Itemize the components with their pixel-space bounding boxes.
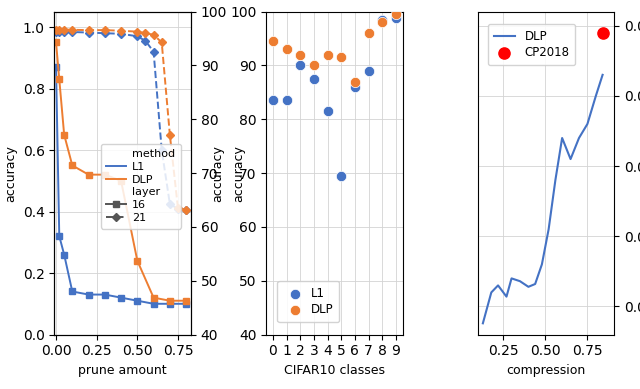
Legend: method, L1, DLP, layer, 16, 21: method, L1, DLP, layer, 16, 21 (101, 144, 180, 228)
DLP (323, 52, 333, 58)
L1 (336, 173, 346, 179)
X-axis label: prune amount: prune amount (78, 364, 167, 377)
DLP (525, 284, 532, 289)
L1 (295, 62, 305, 68)
DLP (336, 54, 346, 61)
DLP (494, 283, 502, 288)
Y-axis label: accuracy: accuracy (4, 145, 17, 202)
L1 (377, 17, 387, 23)
DLP (516, 279, 524, 284)
L1 (282, 97, 292, 103)
DLP (508, 276, 515, 281)
DLP (268, 38, 278, 44)
DLP (282, 46, 292, 53)
L1 (323, 108, 333, 114)
DLP (584, 122, 591, 126)
DLP (592, 94, 600, 98)
X-axis label: CIFAR10 classes: CIFAR10 classes (284, 364, 385, 377)
L1 (268, 97, 278, 103)
Y-axis label: accuracy: accuracy (211, 145, 225, 202)
L1 (308, 76, 319, 82)
L1 (391, 15, 401, 21)
DLP (488, 290, 495, 295)
DLP (377, 19, 387, 26)
CP2018 (598, 30, 608, 36)
Line: DLP: DLP (483, 75, 603, 323)
DLP (538, 262, 546, 267)
Legend: DLP, CP2018: DLP, CP2018 (488, 24, 575, 65)
DLP (350, 79, 360, 85)
DLP (552, 178, 559, 182)
DLP (558, 136, 566, 140)
DLP (295, 52, 305, 58)
DLP (545, 227, 552, 231)
DLP (308, 62, 319, 68)
DLP (599, 72, 607, 77)
DLP (531, 282, 539, 286)
DLP (479, 321, 486, 326)
DLP (575, 136, 583, 140)
DLP (502, 294, 510, 299)
L1 (364, 68, 374, 74)
X-axis label: compression: compression (506, 364, 586, 377)
DLP (364, 30, 374, 36)
L1 (350, 84, 360, 90)
DLP (566, 157, 574, 161)
Y-axis label: accuracy: accuracy (232, 145, 246, 202)
Legend: L1, DLP: L1, DLP (278, 281, 339, 322)
DLP (391, 11, 401, 18)
